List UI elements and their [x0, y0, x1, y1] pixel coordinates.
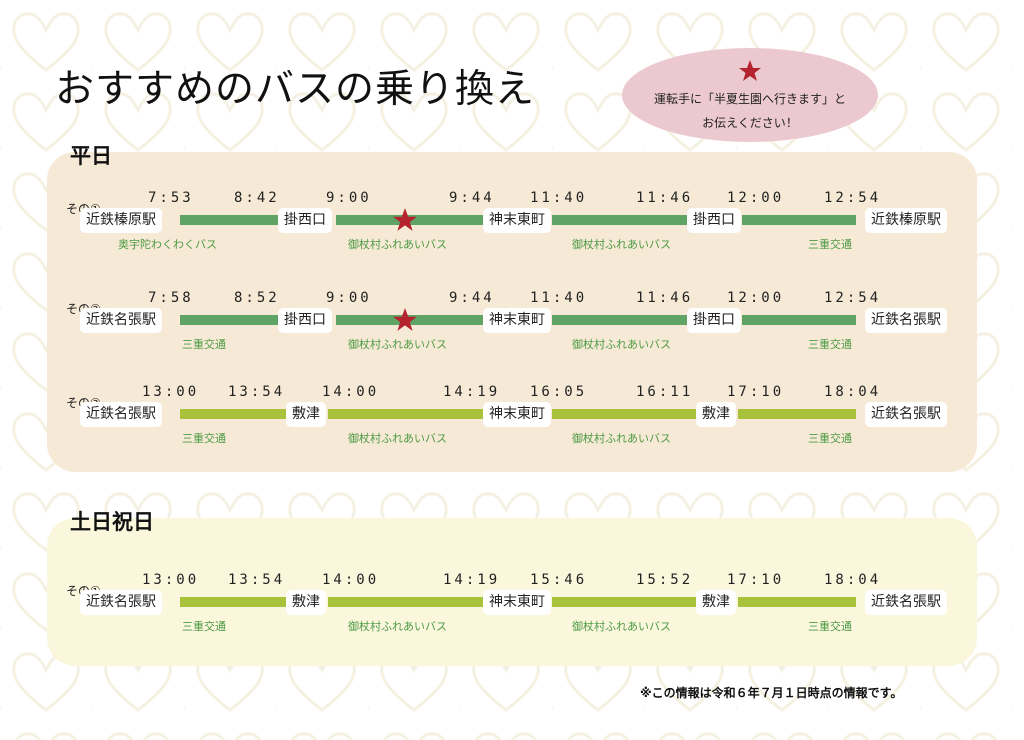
time: 13:00 — [142, 572, 200, 588]
time: 14:19 — [443, 384, 501, 400]
bus-segment — [742, 215, 856, 225]
time: 9:44 — [449, 290, 495, 306]
star-icon — [393, 208, 417, 231]
route-weekday-3: その③ 13:00 13:54 14:00 14:19 16:05 16:11 … — [0, 384, 1024, 464]
station: 近鉄名張駅 — [80, 402, 162, 427]
operator: 三重交通 — [182, 432, 226, 445]
operator: 御杖村ふれあいバス — [572, 338, 671, 351]
bus-segment — [742, 315, 856, 325]
operator: 三重交通 — [808, 338, 852, 351]
time: 9:00 — [326, 190, 372, 206]
operator: 三重交通 — [808, 238, 852, 251]
time: 12:00 — [727, 190, 785, 206]
station: 近鉄榛原駅 — [80, 208, 162, 233]
station: 神末東町 — [483, 402, 551, 427]
operator: 三重交通 — [182, 620, 226, 633]
route-weekday-2: その② 7:58 8:52 9:00 9:44 11:40 11:46 12:0… — [0, 290, 1024, 370]
time: 17:10 — [727, 384, 785, 400]
operator: 三重交通 — [182, 338, 226, 351]
bus-segment — [328, 597, 484, 607]
time: 7:53 — [148, 190, 194, 206]
bus-segment — [738, 597, 856, 607]
time: 15:46 — [530, 572, 588, 588]
operator: 御杖村ふれあいバス — [348, 432, 447, 445]
time: 15:52 — [636, 572, 694, 588]
station: 掛西口 — [278, 208, 332, 233]
bus-segment — [180, 597, 286, 607]
operator: 三重交通 — [808, 620, 852, 633]
time: 8:52 — [234, 290, 280, 306]
note-line-1: 運転手に「半夏生園へ行きます」と — [653, 92, 846, 106]
bus-segment — [552, 597, 698, 607]
operator: 奥宇陀わくわくバス — [118, 238, 217, 251]
station: 掛西口 — [687, 308, 741, 333]
operator: 御杖村ふれあいバス — [348, 338, 447, 351]
station: 敷津 — [696, 402, 736, 427]
operator: 御杖村ふれあいバス — [572, 620, 671, 633]
time: 12:54 — [824, 290, 882, 306]
time: 14:19 — [443, 572, 501, 588]
bus-segment — [180, 215, 278, 225]
station: 近鉄名張駅 — [865, 308, 947, 333]
time: 18:04 — [824, 384, 882, 400]
bus-segment — [328, 409, 484, 419]
section-weekday: 平日 — [70, 144, 112, 168]
operator: 御杖村ふれあいバス — [572, 432, 671, 445]
operator: 御杖村ふれあいバス — [348, 620, 447, 633]
bus-segment — [552, 215, 692, 225]
station: 掛西口 — [687, 208, 741, 233]
bus-segment — [180, 315, 278, 325]
time: 14:00 — [322, 572, 380, 588]
note-line-2: お伝えください！ — [702, 116, 798, 130]
bus-segment — [180, 409, 286, 419]
operator: 御杖村ふれあいバス — [348, 238, 447, 251]
time: 16:11 — [636, 384, 694, 400]
station: 近鉄名張駅 — [80, 590, 162, 615]
time: 18:04 — [824, 572, 882, 588]
route-holiday-1: その① 13:00 13:54 14:00 14:19 15:46 15:52 … — [0, 572, 1024, 652]
station: 神末東町 — [483, 308, 551, 333]
time: 11:40 — [530, 190, 588, 206]
time: 12:54 — [824, 190, 882, 206]
time: 9:44 — [449, 190, 495, 206]
time: 11:46 — [636, 290, 694, 306]
time: 7:58 — [148, 290, 194, 306]
bus-segment — [552, 315, 692, 325]
operator: 御杖村ふれあいバス — [572, 238, 671, 251]
page-title: おすすめのバスの乗り換え — [55, 67, 536, 112]
star-icon — [393, 308, 417, 331]
time: 8:42 — [234, 190, 280, 206]
time: 17:10 — [727, 572, 785, 588]
station: 敷津 — [286, 590, 326, 615]
station: 近鉄名張駅 — [865, 402, 947, 427]
route-weekday-1: その① 7:53 8:42 9:00 9:44 11:40 11:46 12:0… — [0, 190, 1024, 270]
station: 敷津 — [286, 402, 326, 427]
time: 13:00 — [142, 384, 200, 400]
time: 13:54 — [228, 572, 286, 588]
station: 近鉄榛原駅 — [865, 208, 947, 233]
time: 9:00 — [326, 290, 372, 306]
footnote: ※この情報は令和６年７月１日時点の情報です。 — [640, 686, 903, 700]
time: 11:40 — [530, 290, 588, 306]
time: 16:05 — [530, 384, 588, 400]
station: 近鉄名張駅 — [80, 308, 162, 333]
station: 近鉄名張駅 — [865, 590, 947, 615]
bus-segment — [552, 409, 698, 419]
time: 14:00 — [322, 384, 380, 400]
station: 掛西口 — [278, 308, 332, 333]
bus-segment — [738, 409, 856, 419]
time: 11:46 — [636, 190, 694, 206]
station: 神末東町 — [483, 208, 551, 233]
time: 13:54 — [228, 384, 286, 400]
star-icon — [739, 60, 761, 81]
station: 敷津 — [696, 590, 736, 615]
station: 神末東町 — [483, 590, 551, 615]
driver-note: 運転手に「半夏生園へ行きます」と お伝えください！ — [622, 48, 878, 142]
operator: 三重交通 — [808, 432, 852, 445]
time: 12:00 — [727, 290, 785, 306]
section-holiday: 土日祝日 — [70, 510, 154, 534]
